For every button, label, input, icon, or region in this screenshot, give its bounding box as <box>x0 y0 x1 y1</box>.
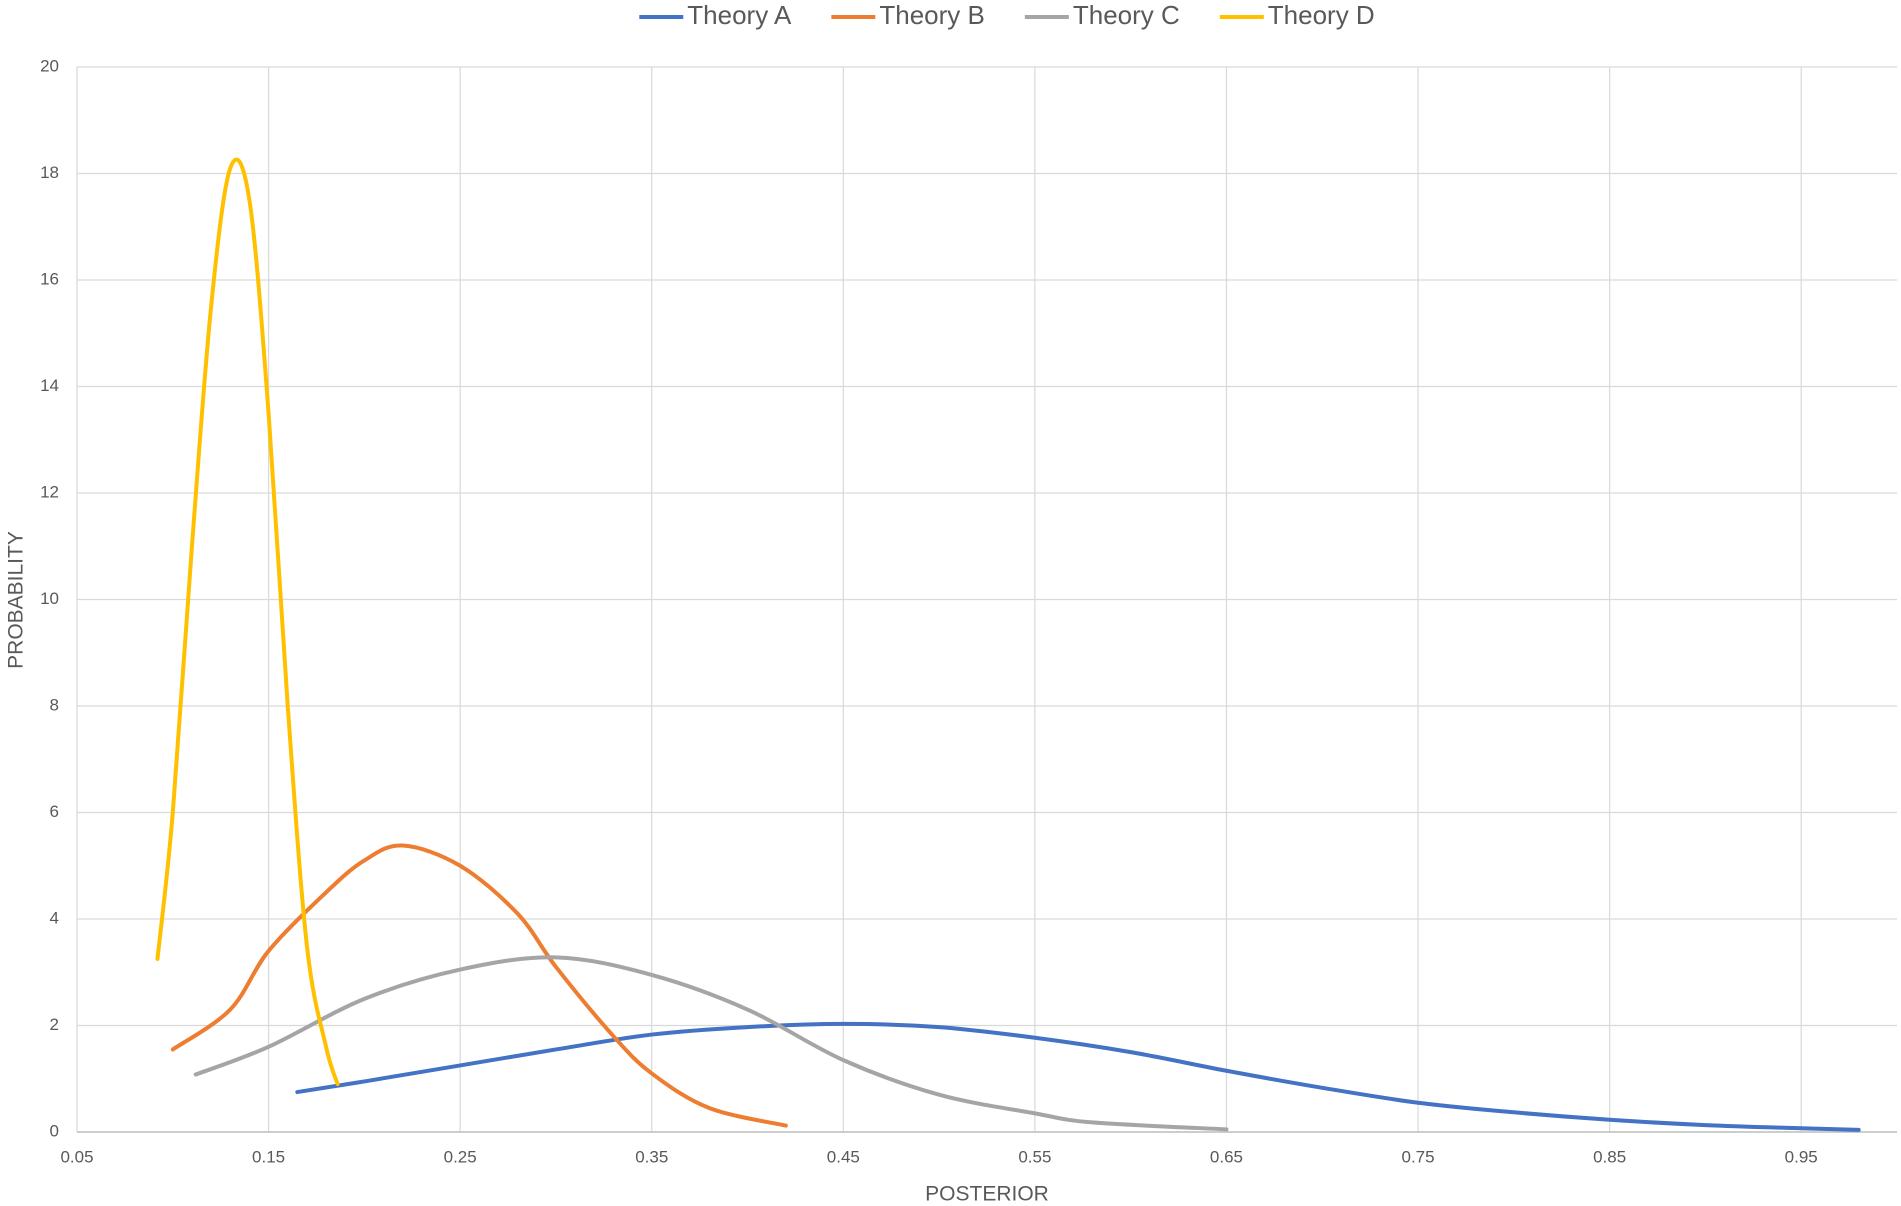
y-tick-label: 2 <box>50 1015 59 1034</box>
y-tick-label: 16 <box>40 269 59 288</box>
y-tick-label: 8 <box>50 695 59 714</box>
x-tick-label: 0.95 <box>1785 1147 1818 1166</box>
y-tick-label: 10 <box>40 589 59 608</box>
x-tick-label: 0.35 <box>635 1147 668 1166</box>
x-tick-label: 0.25 <box>444 1147 477 1166</box>
x-tick-label: 0.85 <box>1593 1147 1626 1166</box>
y-tick-label: 0 <box>50 1121 59 1140</box>
x-tick-label: 0.55 <box>1018 1147 1051 1166</box>
x-tick-label: 0.15 <box>252 1147 285 1166</box>
line-series <box>170 843 788 1128</box>
x-tick-label: 0.05 <box>60 1147 93 1166</box>
y-tick-label: 12 <box>40 482 59 501</box>
legend-label: Theory D <box>1268 0 1375 30</box>
y-tick-label: 14 <box>40 376 59 395</box>
legend-label: Theory C <box>1073 0 1180 30</box>
x-axis-title: POSTERIOR <box>925 1183 1049 1206</box>
y-tick-label: 18 <box>40 163 59 182</box>
x-tick-label: 0.65 <box>1210 1147 1243 1166</box>
x-tick-label: 0.45 <box>827 1147 860 1166</box>
y-tick-label: 4 <box>50 908 59 927</box>
line-series <box>193 955 1229 1132</box>
legend-label: Theory B <box>879 0 985 30</box>
y-tick-label: 20 <box>40 56 59 75</box>
y-axis-title: PROBABILITY <box>5 531 28 669</box>
line-series <box>295 1021 1861 1132</box>
line-series <box>155 157 340 1087</box>
legend-label: Theory A <box>687 0 792 30</box>
y-tick-label: 6 <box>50 802 59 821</box>
x-tick-label: 0.75 <box>1402 1147 1435 1166</box>
